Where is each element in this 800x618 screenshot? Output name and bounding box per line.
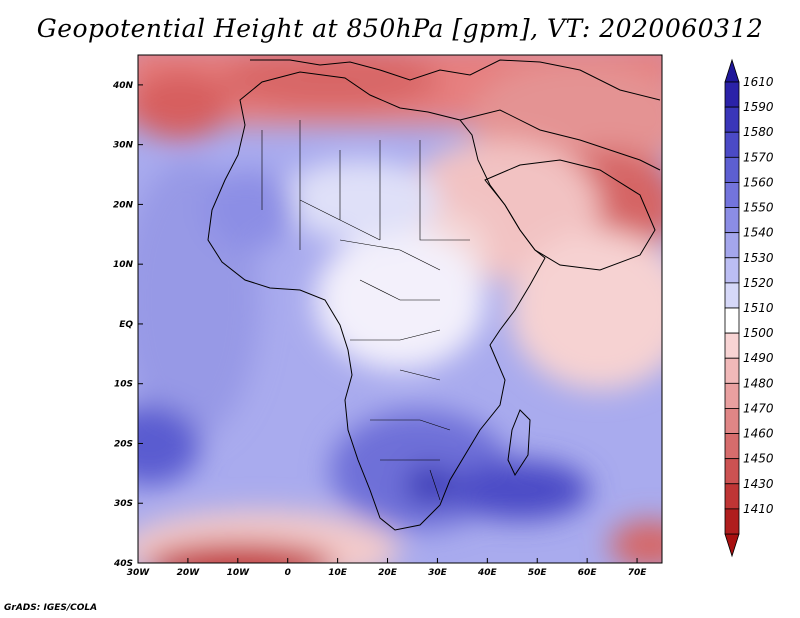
colorbar-label: 1480: [743, 376, 774, 390]
lon-tick-label: 30W: [127, 568, 151, 578]
colorbar-swatch: [724, 257, 740, 284]
height-field: [138, 55, 662, 563]
colorbar-swatch: [724, 182, 740, 208]
field-med-red: [220, 55, 440, 110]
colorbar-label: 1530: [743, 251, 774, 265]
arabia-coast: [484, 159, 656, 271]
lat-tick-label: 20N: [113, 200, 134, 210]
lon-tick-label: 30E: [428, 568, 448, 578]
colorbar-label: 1460: [743, 427, 774, 441]
lon-tick-label: 0: [285, 568, 291, 578]
colorbar-swatch: [724, 106, 740, 133]
lat-tick-label: 10N: [113, 260, 134, 270]
colorbar-swatch: [724, 282, 740, 309]
colorbar-label: 1590: [743, 100, 774, 114]
colorbar-label: 1510: [743, 301, 774, 315]
lat-tick-label: 30N: [113, 141, 134, 151]
lon-tick-label: 10W: [227, 568, 251, 578]
colorbar-swatch: [724, 131, 740, 158]
colorbar-bottom-arrow: [724, 533, 740, 558]
colorbar-label: 1430: [743, 477, 774, 491]
country-borders: [261, 120, 470, 501]
chart-title: Geopotential Height at 850hPa [gpm], VT:…: [36, 14, 764, 43]
colorbar-swatch: [724, 508, 740, 535]
asia-coast: [459, 109, 661, 171]
europe-coast: [250, 59, 661, 101]
colorbar-label: 1610: [743, 75, 774, 89]
lon-tick-label: 20E: [378, 568, 398, 578]
longitude-axis: 30W 20W 10W 0 10E 20E 30E 40E 50E 60E 70E: [127, 558, 647, 578]
colorbar-label: 1570: [743, 150, 774, 164]
colorbar: 1610 1590 1580 1570 1560 1550 1540 1530 1520 1510…: [724, 58, 774, 558]
colorbar-label: 1560: [743, 175, 774, 189]
lon-tick-label: 50E: [528, 568, 548, 578]
lat-tick-label: 10S: [114, 380, 133, 390]
borders: [261, 120, 470, 501]
field-w-africa-blue: [205, 170, 295, 250]
field-se-red: [610, 520, 662, 563]
coastlines: [207, 59, 661, 531]
plot-frame: [137, 54, 663, 564]
colorbar-swatch: [724, 433, 740, 460]
colorbar-swatch: [724, 408, 740, 434]
lat-tick-label: 20S: [114, 439, 133, 449]
field-south-red: [145, 543, 335, 563]
colorbar-label: 1550: [743, 201, 774, 215]
colorbar-label: 1500: [743, 326, 774, 340]
colorbar-swatch: [724, 81, 740, 108]
grads-credit: GrADS: IGES/COLA: [4, 603, 98, 613]
colorbar-label: 1520: [743, 276, 774, 290]
colorbar-swatch: [724, 483, 740, 510]
field-indian-pink: [510, 230, 662, 390]
colorbar-swatch: [724, 332, 740, 359]
colorbar-label: 1410: [743, 502, 774, 516]
latitude-axis: 40N 30N 20N 10N EQ 10S 20S 30S 40S: [112, 81, 143, 569]
field-highveld-deep: [405, 465, 455, 505]
colorbar-label: 1450: [743, 452, 774, 466]
colorbar-label: 1490: [743, 351, 774, 365]
lon-tick-label: 60E: [578, 568, 598, 578]
field-s-indian-deep: [450, 460, 590, 520]
lon-tick-label: 40E: [477, 568, 498, 578]
colorbar-swatch: [724, 156, 740, 183]
lon-tick-label: 20W: [177, 568, 201, 578]
field-azores-high: [138, 70, 230, 140]
lon-tick-label: 70E: [628, 568, 648, 578]
colorbar-swatch: [724, 382, 740, 409]
lat-tick-label: EQ: [119, 320, 133, 330]
lon-tick-label: 10E: [328, 568, 348, 578]
africa-coast: [207, 71, 546, 531]
colorbar-label: 1470: [743, 401, 774, 415]
lat-tick-label: 40N: [112, 81, 134, 91]
colorbar-swatch: [724, 458, 740, 485]
colorbar-swatch: [724, 232, 740, 259]
field-sahara-pale: [280, 160, 440, 240]
colorbar-label: 1540: [743, 226, 774, 240]
madagascar-coast: [507, 409, 531, 477]
lat-tick-label: 40S: [113, 559, 133, 569]
field-atlantic-deep: [138, 405, 200, 485]
colorbar-top-arrow: [724, 58, 740, 83]
colorbar-label: 1580: [743, 125, 774, 139]
lat-tick-label: 30S: [114, 499, 133, 509]
colorbar-swatch: [724, 307, 740, 334]
colorbar-swatch: [724, 207, 740, 234]
colorbar-swatch: [724, 357, 740, 384]
